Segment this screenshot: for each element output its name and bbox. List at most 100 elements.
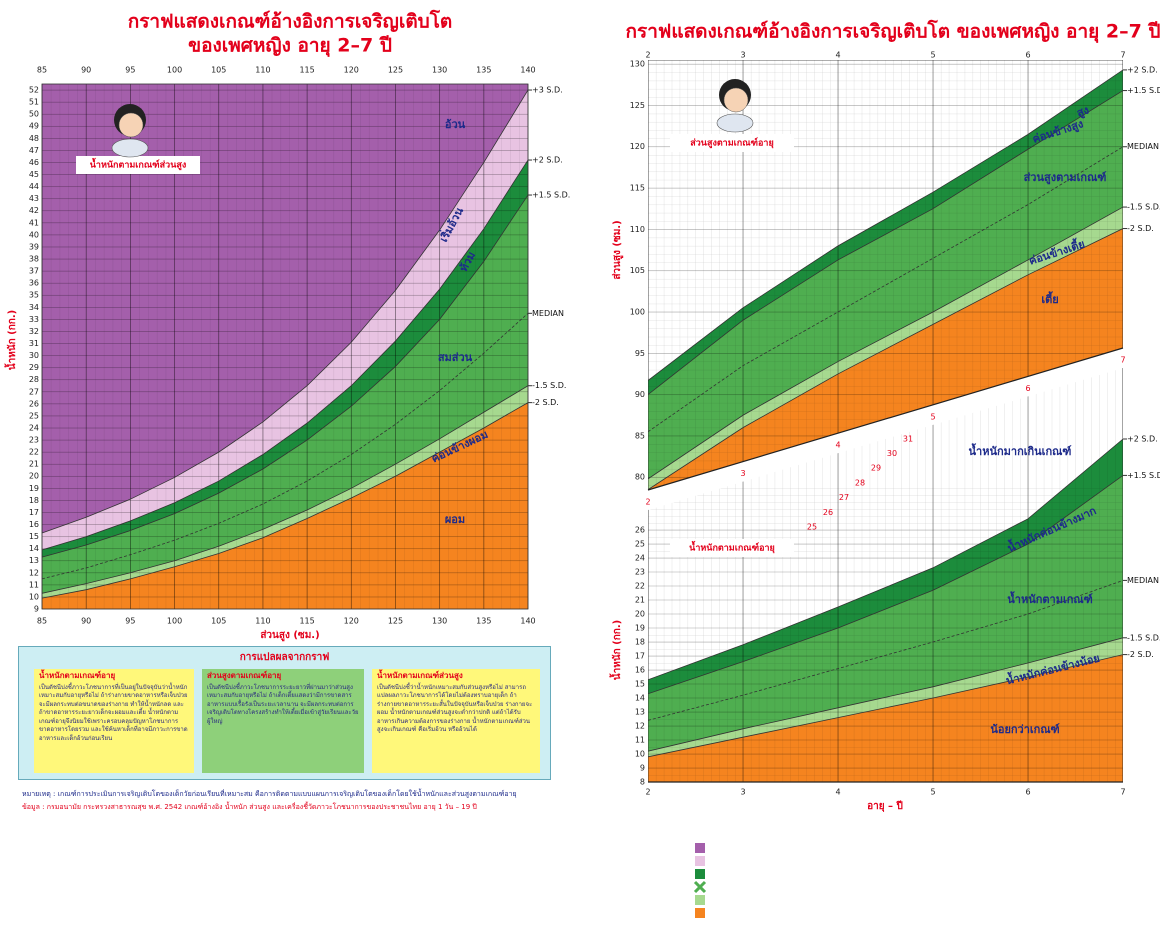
series-label: +3 S.D. [532,86,563,95]
zone-label: อ้วน [445,118,466,131]
box: น้ำหนักตามเกณฑ์ส่วนสูง เป็นดัชนีบ่งชี้ว่า… [372,669,540,773]
box-heading: น้ำหนักตามเกณฑ์ส่วนสูง [377,671,463,680]
x-tick-label-top: 140 [520,66,535,75]
zone-label: สูง [1075,103,1091,120]
series-label: +1.5 S.D. [1127,471,1160,480]
y-tick-label: 13 [635,708,645,717]
y-tick-label: 38 [29,255,39,264]
x-tick-label-top: 105 [211,66,226,75]
box-heading: ส่วนสูงตามเกณฑ์อายุ [207,671,282,680]
x-tick-label-top: 2 [645,51,650,60]
annotation: น้ำหนักตามเกณฑ์อายุ [689,541,775,554]
curve [41,385,529,594]
y-axis-label: น้ำหนัก (กก.) [609,620,623,680]
y-tick-label: 50 [29,110,39,119]
y-tick-label: 125 [630,101,645,110]
swatch [695,843,705,853]
y-tick-label: 9 [34,605,39,614]
source: ข้อมูล : กรมอนามัย กระทรวงสาธารณสุข พ.ศ.… [22,803,477,811]
kid-body [111,138,149,158]
stair-tick-label: 25 [807,523,817,532]
x-tick-label: 110 [255,617,270,626]
zone-label: เตี้ย [1041,291,1058,306]
x-tick-label: 2 [645,788,650,797]
y-tick-label: 39 [29,242,39,251]
x-tick-label: 7 [1120,788,1125,797]
y-tick-label: 32 [29,327,39,336]
y-tick-label: 20 [29,472,39,481]
y-tick-label: 15 [29,532,39,541]
y-tick-label: 27 [29,387,39,396]
series-label: MEDIAN [1127,576,1159,585]
x-tick-label: 90 [81,617,91,626]
series-label: +2 S.D. [532,156,563,165]
box-body: เป็นดัชนีบ่งชี้ภาวะโภชนาการระยะยาวที่ผ่า… [207,683,359,725]
x-tick-label: 135 [476,617,491,626]
zone-label: ส่วนสูงตามเกณฑ์ [1024,171,1107,185]
y-tick-label: 49 [29,122,39,131]
x-tick-label-top: 85 [37,66,47,75]
x-tick-label-top: 110 [255,66,270,75]
series-label: MEDIAN [532,309,564,318]
y-tick-label: 29 [29,363,39,372]
y-tick-label: 18 [29,496,39,505]
y-tick-label: 24 [29,423,39,432]
curve [41,89,529,534]
x-tick-label: 4 [835,788,840,797]
swatch [695,908,705,918]
stair-tick-label: 26 [823,508,833,517]
y-tick-label: 16 [635,666,645,675]
zone-label: น้อยกว่าเกณฑ์ [990,723,1059,736]
stair-tick-label: 31 [903,434,913,443]
stair-tick-label: 29 [871,464,881,473]
y-tick-label: 41 [29,218,39,227]
x-tick-label-top: 135 [476,66,491,75]
x-axis-label: อายุ – ปี [867,800,903,812]
swatch [695,869,705,879]
y-tick-label: 10 [29,592,39,601]
y-tick-label: 42 [29,206,39,215]
y-tick-label: 9 [640,764,645,773]
y-tick-label: 19 [29,484,39,493]
interpretation-panel: การแปลผลจากกราฟ น้ำหนักตามเกณฑ์อายุ เป็นด… [18,646,551,780]
series-label: MEDIAN [1127,142,1159,151]
series-label: -1.5 S.D. [1127,633,1160,642]
curve [41,159,529,551]
curve [648,146,1123,433]
box: ส่วนสูงตามเกณฑ์อายุเป็นดัชนีบ่งชี้ภาวะโภ… [202,669,364,773]
curve [648,90,1123,395]
panel-title: การแปลผลจากกราฟ [239,652,330,663]
kid-face [723,87,749,113]
y-tick-label: 37 [29,267,39,276]
frame [41,83,529,610]
y-tick-label: 28 [29,375,39,384]
kid-face [118,112,144,138]
annotation-box [670,539,794,557]
annotation-box [76,156,200,174]
y-tick-label: 11 [635,736,645,745]
x-tick-label-top: 125 [388,66,403,75]
y-tick-label: 48 [29,134,39,143]
y-tick-label: 85 [635,431,645,440]
curve [41,194,529,558]
zone-label: สมส่วน [438,351,473,364]
x-tick-label-top: 7 [1120,51,1125,60]
band-edge [647,347,1124,491]
x-tick-label-top: 130 [432,66,447,75]
x-tick-label: 85 [37,617,47,626]
x-tick-label-top: 5 [930,51,935,60]
y-tick-label: 52 [29,86,39,95]
x-tick-label: 3 [740,788,745,797]
diagonal-x-label: 4 [835,441,840,450]
chart-title: กราฟแสดงเกณฑ์อ้างอิงการเจริญเติบโต [128,10,453,33]
curve [648,475,1123,695]
y-tick-label: 17 [29,508,39,517]
swatch [695,895,705,905]
kid-body [716,113,754,133]
x-tick-label-top: 115 [299,66,314,75]
y-tick-label: 22 [635,582,645,591]
x-tick-label: 125 [388,617,403,626]
y-tick-label: 33 [29,315,39,324]
x-tick-label: 130 [432,617,447,626]
x-tick-label-top: 3 [740,51,745,60]
